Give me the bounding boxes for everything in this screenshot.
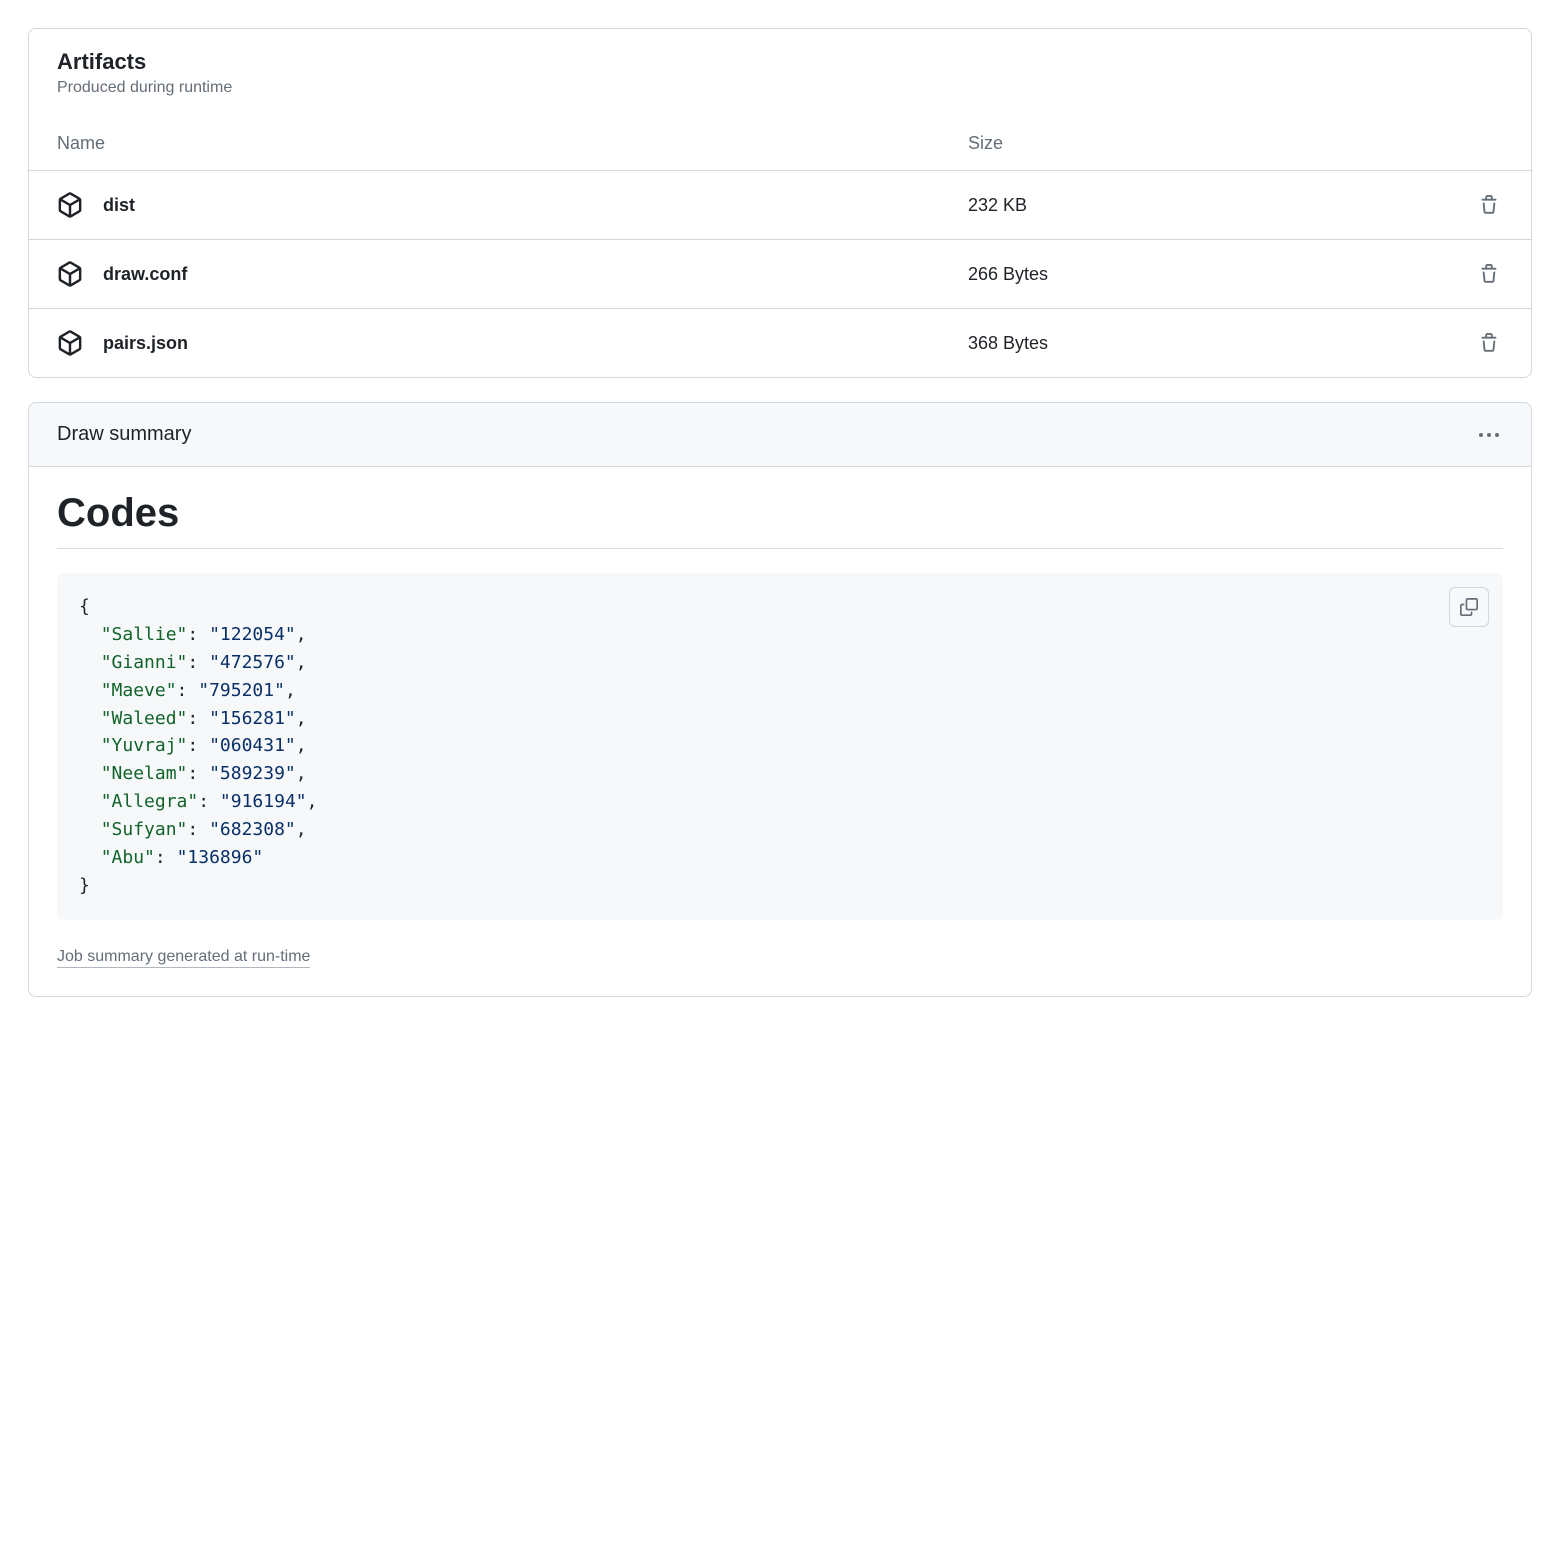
artifacts-header: Artifacts Produced during runtime [29,29,1531,97]
copy-icon [1460,598,1478,616]
artifact-name-cell: pairs.json [57,330,968,356]
column-name: Name [57,133,968,154]
delete-artifact-button[interactable] [1475,260,1503,288]
artifacts-rows: dist 232 KB draw.conf 266 Bytes pairs.json 36… [29,170,1531,377]
kebab-icon [1479,433,1499,437]
trash-icon [1479,195,1499,215]
artifact-link[interactable]: dist [103,195,135,216]
package-icon [57,330,83,356]
artifacts-card: Artifacts Produced during runtime Name S… [28,28,1532,378]
artifact-size: 266 Bytes [968,264,1358,285]
package-icon [57,192,83,218]
artifact-action [1358,191,1503,219]
artifact-action [1358,329,1503,357]
trash-icon [1479,264,1499,284]
artifact-link[interactable]: pairs.json [103,333,188,354]
codes-heading: Codes [57,491,1503,549]
artifact-row: pairs.json 368 Bytes [29,308,1531,377]
artifact-link[interactable]: draw.conf [103,264,187,285]
column-size: Size [968,133,1358,154]
artifacts-title: Artifacts [57,49,1503,75]
artifacts-subtitle: Produced during runtime [57,79,1503,97]
package-icon [57,261,83,287]
artifacts-table-header: Name Size [29,121,1531,170]
artifact-row: dist 232 KB [29,170,1531,239]
summary-header: Draw summary [29,403,1531,467]
summary-body: Codes { "Sallie": "122054", "Gianni": "4… [29,467,1531,996]
delete-artifact-button[interactable] [1475,191,1503,219]
artifact-size: 368 Bytes [968,333,1358,354]
artifact-name-cell: dist [57,192,968,218]
code-block: { "Sallie": "122054", "Gianni": "472576"… [57,573,1503,920]
artifact-action [1358,260,1503,288]
summary-card: Draw summary Codes { "Sallie": "122054",… [28,402,1532,997]
trash-icon [1479,333,1499,353]
package-icon [57,261,83,287]
package-icon [57,192,83,218]
copy-button[interactable] [1449,587,1489,627]
summary-menu-button[interactable] [1475,429,1503,441]
summary-title: Draw summary [57,423,191,446]
artifact-row: draw.conf 266 Bytes [29,239,1531,308]
package-icon [57,330,83,356]
footer-link[interactable]: Job summary generated at run-time [57,948,310,968]
artifact-name-cell: draw.conf [57,261,968,287]
artifact-size: 232 KB [968,195,1358,216]
delete-artifact-button[interactable] [1475,329,1503,357]
